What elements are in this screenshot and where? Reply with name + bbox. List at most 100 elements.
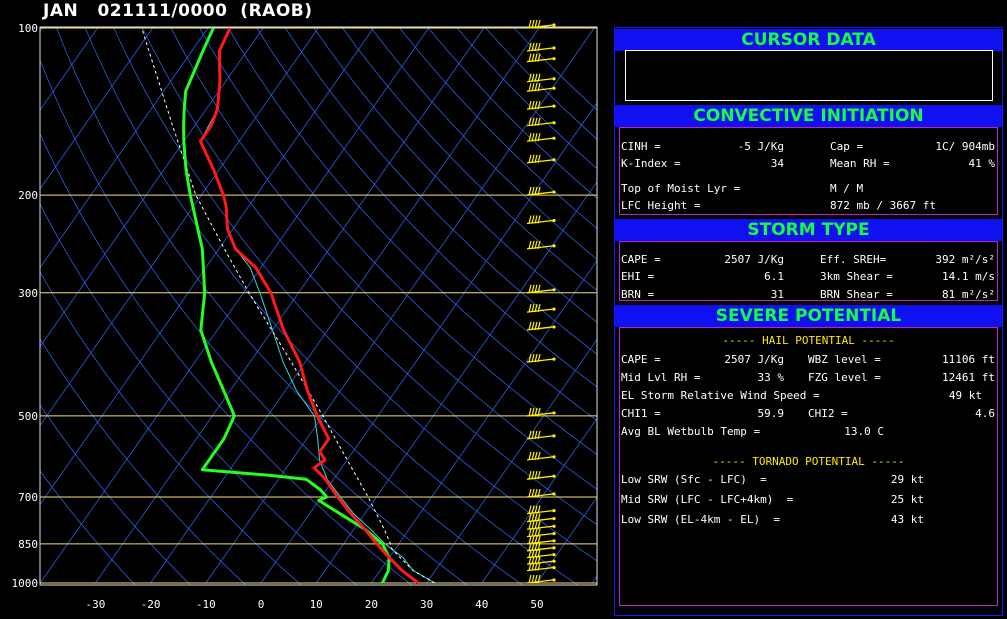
isotherm-line (150, 27, 540, 584)
wind-barb-flag (537, 471, 541, 480)
dry-adiabat-line (342, 27, 597, 291)
mid-srw-label: Mid SRW (LFC - LFC+4km) = (621, 493, 794, 506)
wind-barb-dot (552, 190, 556, 194)
dry-adiabat-line (370, 27, 597, 260)
wind-barb-flag (534, 303, 538, 313)
tornado-potential-title: ----- TORNADO POTENTIAL ----- (712, 455, 905, 468)
wind-barb-flag (528, 521, 532, 530)
wind-barb (526, 528, 556, 538)
wind-barb-flag (528, 528, 532, 537)
wind-barb-flag (528, 42, 532, 52)
wind-barb-shaft (526, 87, 554, 92)
wind-barb-shaft (526, 540, 554, 545)
temperature-tick-label: -10 (196, 598, 216, 611)
dry-adiabat-line (40, 338, 247, 585)
wind-barb-flag (534, 215, 538, 224)
wind-barb-flag (531, 430, 535, 440)
wind-barb-dot (552, 244, 556, 248)
wind-barb-dot (552, 218, 556, 223)
wind-barb (526, 505, 556, 515)
wind-barb-shaft (526, 105, 554, 110)
wind-barb (526, 471, 556, 480)
wind-barb-flag (537, 353, 541, 363)
cinh-label: CINH = (621, 140, 661, 153)
wind-barb-flag (528, 321, 532, 331)
wind-barb-dot (552, 288, 556, 292)
wind-barb-dot (552, 539, 556, 543)
wind-barb (526, 100, 556, 110)
isotherm-line (95, 27, 485, 584)
wind-barb-shaft (526, 137, 554, 142)
wind-barb-flag (537, 215, 541, 224)
brn-label: BRN = (621, 288, 655, 301)
wind-barb-shaft (526, 456, 554, 461)
wind-barb (526, 430, 556, 440)
temperature-profile (198, 27, 420, 585)
sounding-data-panel: CURSOR DATA CONVECTIVE INITIATION CINH =… (614, 27, 1003, 616)
wind-barb-flag (531, 451, 535, 461)
wind-barb-shaft (526, 525, 554, 530)
temperature-tick-label: -30 (85, 598, 105, 611)
wind-barb-flag (531, 284, 535, 293)
wind-barb (526, 42, 556, 52)
wind-barb-flag (531, 574, 535, 584)
avg-bl-wetbulb-value: 13.0 C (844, 425, 884, 438)
dry-adiabat-line (113, 27, 597, 562)
isotherm-line (40, 27, 209, 269)
hail-cape-value: 2507 J/Kg (724, 353, 784, 366)
wind-barb-flag (528, 53, 532, 62)
wind-barb-flag (537, 521, 541, 530)
wind-barb-flag (534, 133, 538, 142)
wind-barb-dot (552, 121, 556, 125)
dry-adiabat-line (170, 27, 597, 490)
wind-barb-flag (534, 117, 538, 126)
mean-rh-value: 41 % (968, 157, 996, 170)
wind-barb (526, 535, 556, 545)
dry-adiabat-line (227, 27, 597, 421)
wind-barbs (526, 19, 556, 584)
wind-barb-flag (534, 284, 538, 293)
wind-barb-flag (531, 100, 535, 110)
mid-srw-value: 25 kt (890, 493, 924, 506)
lfc-height-value: 872 mb / 3667 ft (830, 199, 936, 212)
wbz-level-value: 11106 ft (942, 353, 995, 366)
parcel-profile (141, 27, 436, 584)
wind-barb-flag (534, 562, 538, 571)
dry-adiabat-line (84, 27, 579, 585)
chart-title: JAN 021111/0000 (RAOB) (43, 1, 313, 21)
wind-barb (526, 574, 556, 584)
wind-barb-flag (534, 513, 538, 522)
chi1-value: 59.9 (757, 407, 785, 420)
wind-barb-dot (552, 566, 556, 570)
chi1-label: CHI1 = (621, 407, 661, 420)
brn-shear-label: BRN Shear = (820, 288, 893, 301)
wind-barb (526, 215, 556, 225)
cap-value: 1C/ 904mb (935, 140, 995, 153)
isotherm-line (205, 27, 595, 584)
wind-barb-shaft (526, 579, 554, 584)
wind-barb-flag (528, 542, 532, 551)
wind-barb (526, 353, 556, 363)
wind-barb (526, 19, 556, 29)
wind-barb-flag (534, 430, 538, 440)
wind-barb-dot (552, 104, 556, 108)
hail-potential-title: ----- HAIL POTENTIAL ----- (722, 334, 895, 347)
wind-barb-dot (552, 516, 556, 521)
wind-barb-dot (552, 455, 556, 459)
wind-barb-flag (537, 542, 541, 551)
wind-barb-flag (534, 451, 538, 461)
wind-barb-flag (531, 407, 535, 417)
wind-barb-dot (552, 492, 556, 496)
wind-barb-flag (537, 83, 541, 92)
wind-barb-flag (528, 73, 532, 82)
wind-barb-shaft (526, 475, 554, 480)
wind-barb-dot (552, 325, 556, 329)
temperature-tick-label: 30 (420, 598, 433, 611)
wind-barb-dot (552, 411, 556, 415)
wind-barb-flag (537, 549, 541, 558)
dry-adiabat-line (40, 271, 302, 585)
wind-barb-flag (534, 19, 538, 29)
wind-barb-shaft (526, 78, 554, 83)
wind-barb-dot (552, 158, 556, 162)
wind-barb-flag (534, 240, 538, 250)
